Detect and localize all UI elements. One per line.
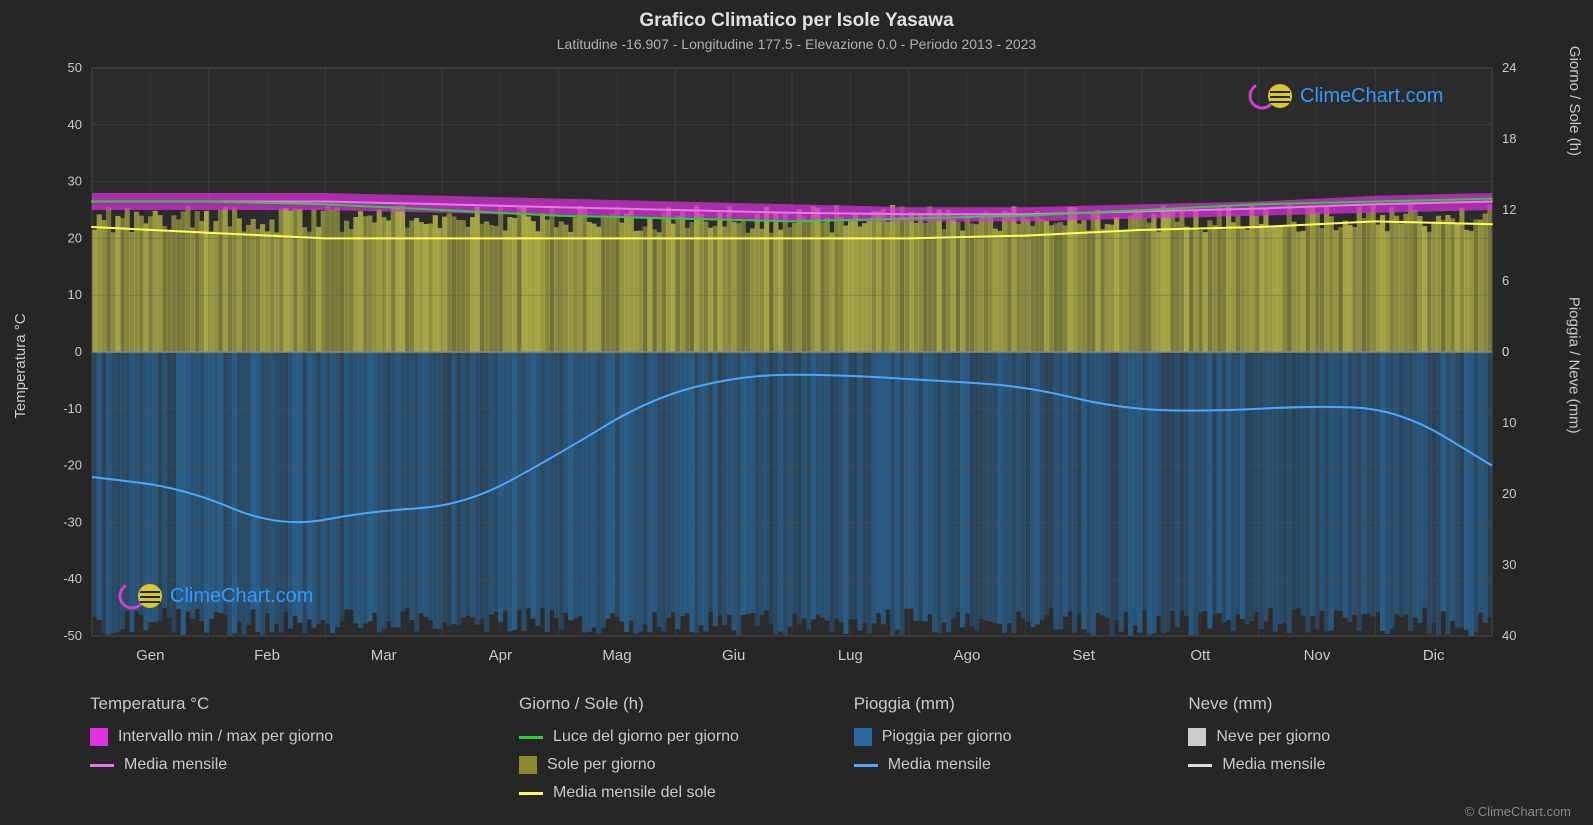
legend-item: Media mensile xyxy=(1188,756,1503,774)
legend-item: Luce del giorno per giorno xyxy=(519,728,834,746)
legend-swatch xyxy=(854,764,878,767)
svg-text:6: 6 xyxy=(1502,273,1509,288)
legend-header: Pioggia (mm) xyxy=(854,694,1169,714)
svg-text:-50: -50 xyxy=(63,628,82,643)
legend-label: Pioggia per giorno xyxy=(882,728,1012,746)
legend-label: Intervallo min / max per giorno xyxy=(118,728,333,746)
svg-text:30: 30 xyxy=(68,174,82,189)
chart-title: Grafico Climatico per Isole Yasawa xyxy=(0,10,1593,32)
chart-subtitle: Latitudine -16.907 - Longitudine 177.5 -… xyxy=(0,36,1593,52)
svg-text:0: 0 xyxy=(1502,344,1509,359)
svg-text:20: 20 xyxy=(68,230,82,245)
svg-text:Lug: Lug xyxy=(838,647,863,664)
svg-text:-30: -30 xyxy=(63,514,82,529)
legend-label: Media mensile xyxy=(1222,756,1325,774)
svg-text:ClimeChart.com: ClimeChart.com xyxy=(170,585,313,607)
svg-text:-10: -10 xyxy=(63,401,82,416)
legend-swatch xyxy=(854,728,872,746)
legend-label: Media mensile del sole xyxy=(553,784,716,802)
chart-svg: 50403020100-10-20-30-40-5024181260010203… xyxy=(20,56,1573,676)
legend-header: Neve (mm) xyxy=(1188,694,1503,714)
svg-text:10: 10 xyxy=(1502,415,1516,430)
legend-swatch xyxy=(1188,764,1212,767)
legend-swatch xyxy=(90,728,108,746)
svg-text:ClimeChart.com: ClimeChart.com xyxy=(1300,85,1443,107)
svg-text:Mar: Mar xyxy=(371,647,397,664)
legend-column: Neve (mm) Neve per giorno Media mensile xyxy=(1188,694,1503,812)
svg-text:Apr: Apr xyxy=(489,647,512,664)
svg-text:Ott: Ott xyxy=(1190,647,1211,664)
svg-text:-20: -20 xyxy=(63,458,82,473)
legend-item: Pioggia per giorno xyxy=(854,728,1169,746)
legend-item: Media mensile xyxy=(90,756,499,774)
svg-text:24: 24 xyxy=(1502,60,1516,75)
svg-text:12: 12 xyxy=(1502,202,1516,217)
svg-text:Set: Set xyxy=(1072,647,1095,664)
legend-column: Temperatura °C Intervallo min / max per g… xyxy=(90,694,499,812)
svg-text:40: 40 xyxy=(1502,628,1516,643)
svg-text:Mag: Mag xyxy=(602,647,631,664)
svg-text:10: 10 xyxy=(68,287,82,302)
legend-swatch xyxy=(519,736,543,739)
svg-text:40: 40 xyxy=(68,117,82,132)
legend-label: Luce del giorno per giorno xyxy=(553,728,739,746)
svg-text:18: 18 xyxy=(1502,131,1516,146)
legend-header: Temperatura °C xyxy=(90,694,499,714)
chart-area: Temperatura °C Giorno / Sole (h) Pioggia… xyxy=(20,56,1573,676)
svg-text:0: 0 xyxy=(75,344,82,359)
legend-item: Media mensile del sole xyxy=(519,784,834,802)
svg-text:Dic: Dic xyxy=(1423,647,1445,664)
legend-swatch xyxy=(519,792,543,795)
legend: Temperatura °C Intervallo min / max per g… xyxy=(0,676,1593,818)
legend-item: Media mensile xyxy=(854,756,1169,774)
legend-column: Giorno / Sole (h) Luce del giorno per gio… xyxy=(519,694,834,812)
legend-header: Giorno / Sole (h) xyxy=(519,694,834,714)
legend-item: Intervallo min / max per giorno xyxy=(90,728,499,746)
svg-text:Ago: Ago xyxy=(954,647,981,664)
legend-swatch xyxy=(519,756,537,774)
chart-container: Grafico Climatico per Isole Yasawa Latit… xyxy=(0,0,1593,825)
legend-label: Sole per giorno xyxy=(547,756,656,774)
svg-text:Nov: Nov xyxy=(1304,647,1331,664)
svg-text:20: 20 xyxy=(1502,486,1516,501)
svg-text:Gen: Gen xyxy=(136,647,164,664)
legend-label: Media mensile xyxy=(888,756,991,774)
legend-item: Sole per giorno xyxy=(519,756,834,774)
svg-text:-40: -40 xyxy=(63,571,82,586)
svg-text:Giu: Giu xyxy=(722,647,745,664)
legend-label: Media mensile xyxy=(124,756,227,774)
copyright-text: © ClimeChart.com xyxy=(1465,804,1571,819)
legend-swatch xyxy=(1188,728,1206,746)
svg-text:30: 30 xyxy=(1502,557,1516,572)
svg-text:Feb: Feb xyxy=(254,647,280,664)
legend-label: Neve per giorno xyxy=(1216,728,1330,746)
legend-item: Neve per giorno xyxy=(1188,728,1503,746)
legend-swatch xyxy=(90,764,114,767)
svg-text:50: 50 xyxy=(68,60,82,75)
legend-column: Pioggia (mm) Pioggia per giorno Media mens… xyxy=(854,694,1169,812)
title-block: Grafico Climatico per Isole Yasawa Latit… xyxy=(0,0,1593,56)
